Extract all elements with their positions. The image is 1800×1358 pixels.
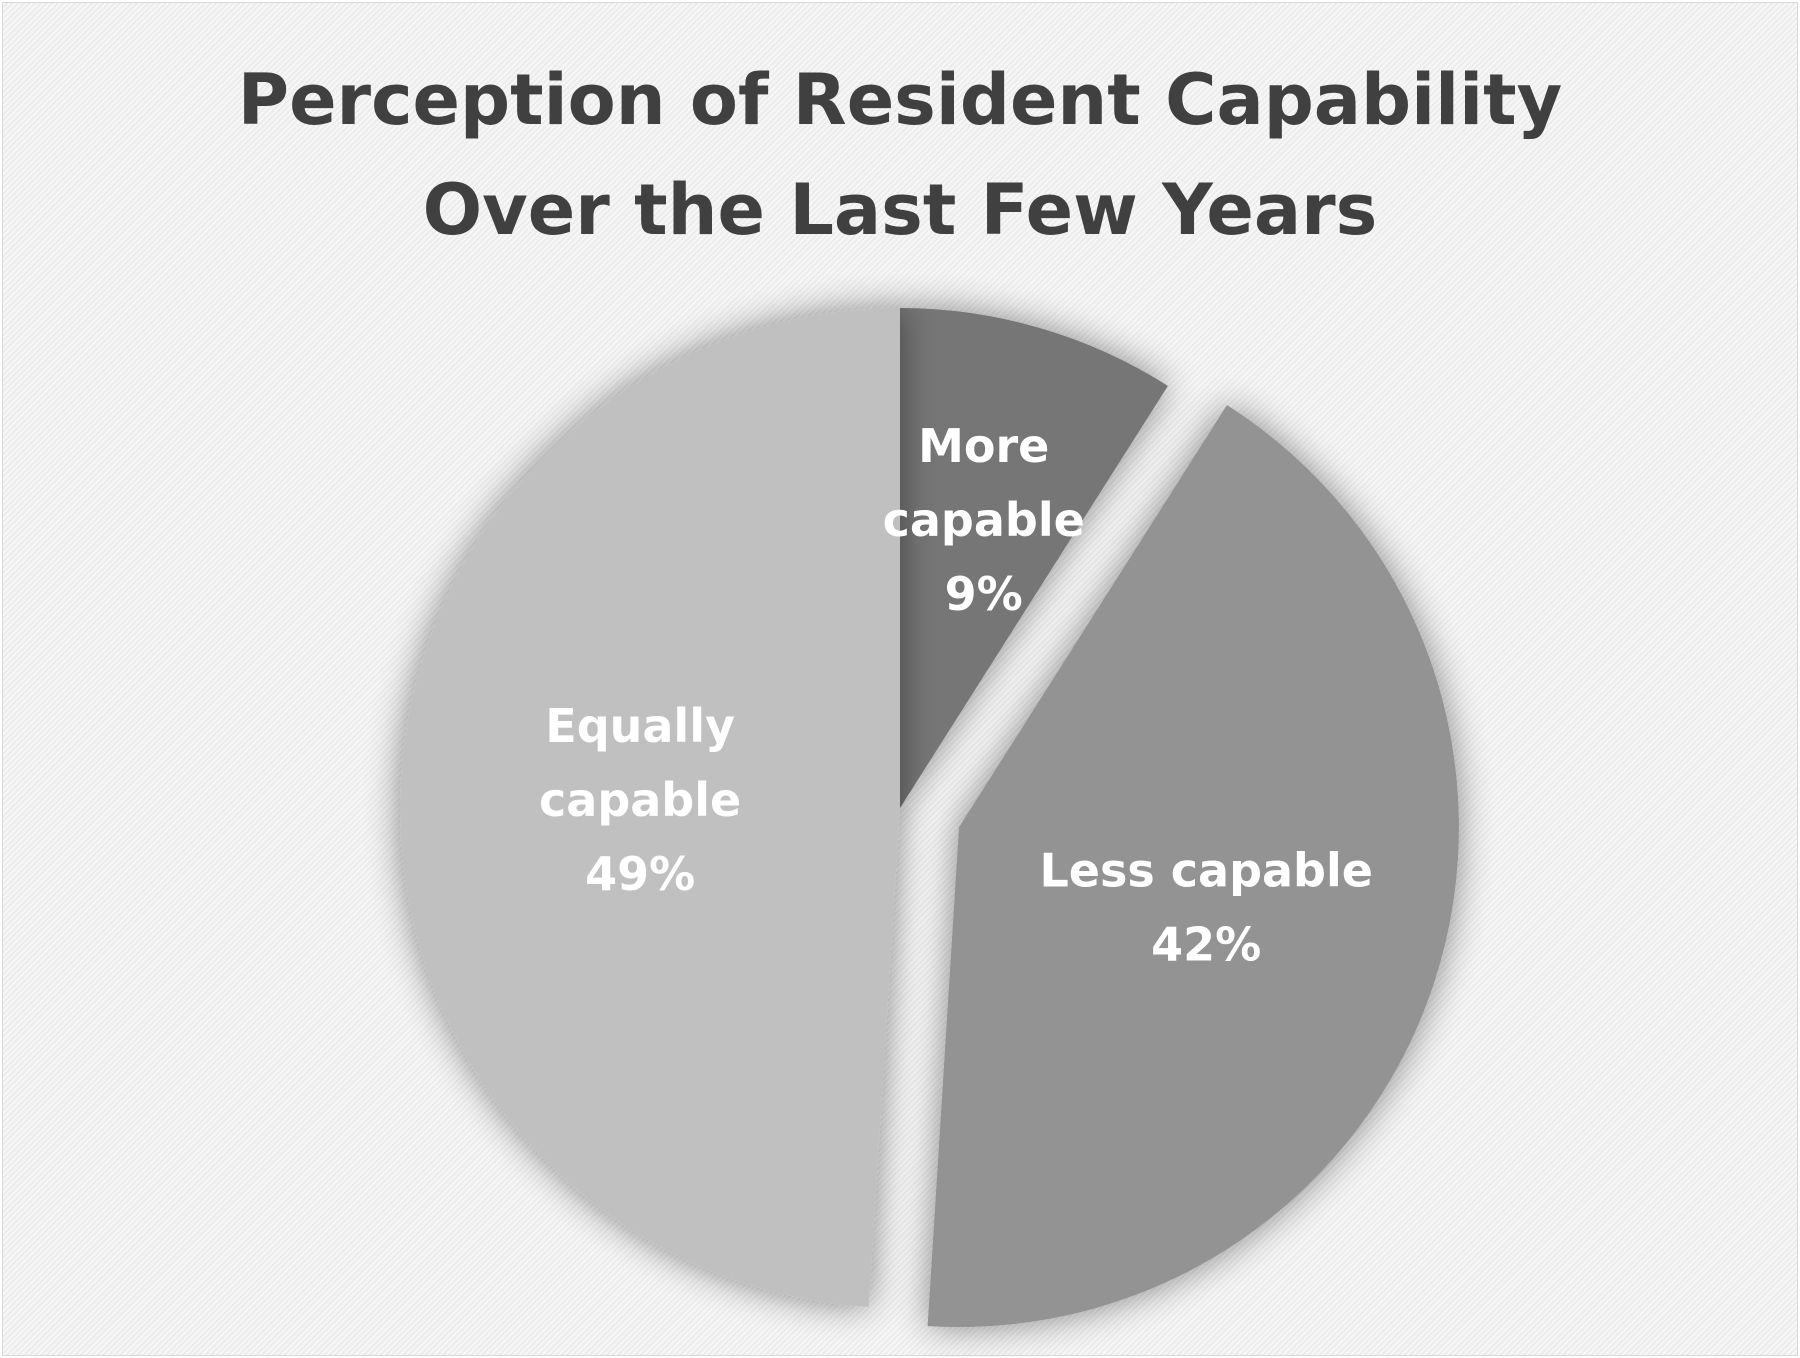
slice-label-line: 9% xyxy=(945,567,1023,621)
slice-label-line: Equally xyxy=(545,699,735,753)
pie-slice-equally-capable xyxy=(400,308,900,1308)
slice-label-more-capable: More capable 9% xyxy=(883,419,1085,621)
slice-label-line: More xyxy=(918,419,1049,473)
slice-label-line: Less capable xyxy=(1040,844,1373,898)
chart-title-line-2: Over the Last Few Years xyxy=(422,169,1378,251)
slice-label-line: 49% xyxy=(585,847,695,901)
pie-slice-less-capable xyxy=(927,404,1459,1328)
pie-labels: More capable 9% Less capable 42% Equally capab… xyxy=(539,419,1373,972)
chart-title: Perception of Resident Capability Over t… xyxy=(0,45,1800,265)
slice-label-line: capable xyxy=(539,773,741,827)
chart-title-line-1: Perception of Resident Capability xyxy=(237,59,1563,141)
slice-label-less-capable: Less capable 42% xyxy=(1040,844,1373,972)
slice-label-line: capable xyxy=(883,493,1085,547)
pie-slices xyxy=(400,308,1459,1328)
slice-label-equally-capable: Equally capable 49% xyxy=(539,699,741,901)
pie-slice-more-capable xyxy=(900,308,1168,808)
slice-label-line: 42% xyxy=(1151,918,1261,972)
